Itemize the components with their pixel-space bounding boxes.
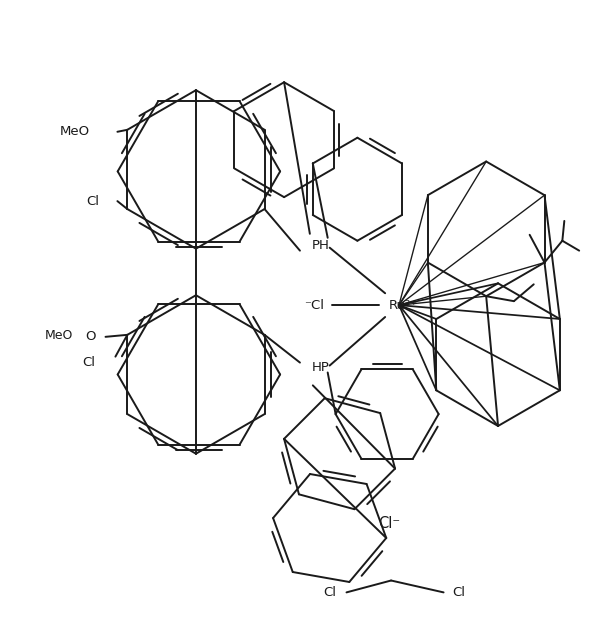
Text: MeO: MeO	[59, 125, 90, 138]
Text: PH: PH	[312, 239, 330, 252]
Text: MeO: MeO	[44, 329, 73, 342]
Text: Cl: Cl	[82, 356, 95, 369]
Text: Cl: Cl	[87, 195, 100, 208]
Text: HP: HP	[312, 361, 330, 374]
Text: O: O	[85, 331, 95, 343]
Text: Cl: Cl	[452, 586, 465, 599]
Text: Cl⁻: Cl⁻	[378, 515, 400, 531]
Text: Ru²⁺: Ru²⁺	[389, 299, 418, 311]
Text: ⁻Cl: ⁻Cl	[304, 299, 324, 311]
Text: Cl: Cl	[323, 586, 336, 599]
